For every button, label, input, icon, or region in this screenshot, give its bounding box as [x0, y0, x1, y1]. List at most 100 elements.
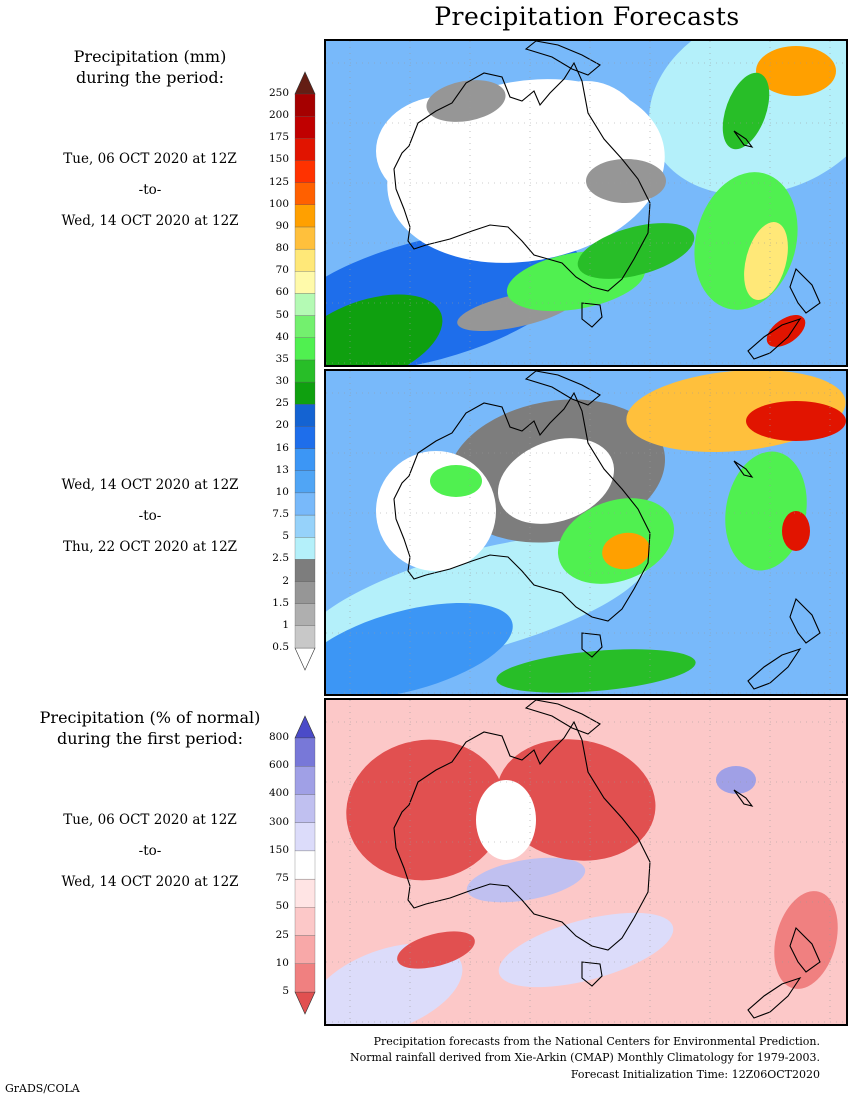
precip-region	[586, 159, 666, 203]
period2-from: Wed, 14 OCT 2020 at 12Z	[61, 477, 239, 493]
amount-colorbar-tick-label: 150	[268, 153, 289, 166]
coastline	[393, 700, 821, 1019]
amount-colorbar-swatch	[294, 404, 316, 427]
anomaly-colorbar-swatch	[294, 963, 316, 993]
period1-from: Tue, 06 OCT 2020 at 12Z	[63, 151, 237, 167]
amount-colorbar-tick-label: 100	[268, 197, 289, 210]
amount-colorbar-bottom-arrow	[294, 647, 316, 671]
amount-colorbar-tick-label: 13	[275, 463, 289, 476]
amount-colorbar-swatch	[294, 315, 316, 338]
precip-region	[426, 80, 506, 122]
amount-colorbar-tick-label: 25	[275, 397, 289, 410]
amount-colorbar-top-arrow	[294, 71, 316, 95]
period1-to: Wed, 14 OCT 2020 at 12Z	[61, 213, 239, 229]
precip-region	[346, 739, 506, 881]
amount-colorbar-swatch	[294, 248, 316, 272]
amount-colorbar-swatch	[294, 138, 316, 161]
amount-colorbar-swatch	[294, 359, 316, 383]
amount-colorbar-swatch	[294, 182, 316, 205]
anomaly-colorbar-swatch	[294, 737, 316, 767]
amount-colorbar-swatch	[294, 559, 316, 582]
anomaly-colorbar-tick-label: 5	[282, 985, 289, 997]
amount-colorbar-swatch	[294, 492, 316, 516]
precip-region	[466, 857, 586, 903]
lat-lon-grid	[326, 700, 846, 1024]
amount-colorbar-swatch	[294, 271, 316, 294]
anomaly-colorbar-swatch	[294, 878, 316, 908]
footer-source-line: Precipitation forecasts from the Nationa…	[373, 1035, 820, 1048]
anomaly-colorbar-swatch	[294, 907, 316, 936]
amount-colorbar-swatch	[294, 426, 316, 449]
precip-region	[756, 46, 836, 96]
amount-colorbar-tick-label: 40	[275, 330, 289, 343]
anomaly-colorbar-swatch	[294, 935, 316, 964]
coastline	[393, 371, 821, 690]
grads-credit: GrADS/COLA	[5, 1082, 80, 1095]
map-panel-week1-amount	[324, 39, 848, 367]
map-panel-week2-amount	[324, 369, 848, 696]
anomaly-colorbar-tick-label: 150	[268, 843, 289, 856]
anomaly-legend-heading: Precipitation (% of normal) during the f…	[0, 707, 300, 749]
amount-colorbar-tick-label: 20	[275, 419, 289, 432]
lat-lon-grid	[326, 371, 846, 694]
amount-colorbar-swatch	[294, 116, 316, 139]
amount-colorbar-tick-label: 90	[275, 219, 289, 232]
anomaly-colorbar-tick-label: 800	[268, 731, 289, 743]
period1-separator: -to-	[138, 182, 162, 198]
amount-colorbar-swatch	[294, 293, 316, 316]
precip-region	[326, 603, 513, 694]
anomaly-colorbar-top-arrow	[294, 715, 316, 739]
anomaly-colorbar-tick-label: 300	[268, 815, 289, 828]
amount-colorbar-tick-label: 1	[282, 618, 289, 631]
amount-colorbar-tick-label: 10	[275, 485, 289, 498]
amount-colorbar-swatch	[294, 160, 316, 183]
period3-to: Wed, 14 OCT 2020 at 12Z	[61, 874, 239, 890]
amount-colorbar-tick-label: 60	[275, 286, 289, 299]
anomaly-legend-heading-line1: Precipitation (% of normal)	[39, 708, 261, 727]
amount-colorbar-tick-label: 2	[282, 574, 289, 587]
amount-colorbar-tick-label: 30	[275, 375, 289, 388]
period2-separator: -to-	[138, 508, 162, 524]
precip-region	[326, 294, 443, 365]
anomaly-colorbar-tick-label: 25	[275, 928, 289, 941]
week1-precipitation-map	[326, 41, 846, 365]
coastline	[393, 41, 821, 360]
anomaly-colorbar	[294, 715, 316, 1015]
precip-region	[376, 451, 496, 571]
amount-colorbar-tick-label: 70	[275, 264, 289, 277]
precip-region	[496, 739, 656, 861]
amount-colorbar-swatch	[294, 337, 316, 361]
precip-region	[496, 649, 696, 693]
precipitation-anomaly-map	[326, 700, 846, 1024]
amount-colorbar-swatch	[294, 581, 316, 604]
footer-climatology-line: Normal rainfall derived from Xie-Arkin (…	[350, 1051, 820, 1064]
precip-region	[782, 511, 810, 551]
amount-colorbar-swatch	[294, 93, 316, 117]
amount-colorbar-tick-label: 250	[268, 87, 289, 99]
anomaly-colorbar-tick-label: 400	[268, 787, 289, 800]
amount-colorbar-swatch	[294, 226, 316, 250]
precip-region	[476, 780, 536, 860]
amount-legend-heading-line2: during the period:	[76, 68, 224, 87]
amount-colorbar-tick-label: 7.5	[272, 508, 289, 521]
anomaly-colorbar-tick-label: 600	[268, 759, 289, 772]
map-panel-anomaly	[324, 698, 848, 1026]
anomaly-legend-heading-line2: during the first period:	[56, 729, 244, 748]
period3-separator: -to-	[138, 843, 162, 859]
precip-region	[722, 72, 770, 150]
precip-region	[397, 931, 475, 969]
amount-colorbar-swatch	[294, 204, 316, 228]
amount-colorbar-swatch	[294, 470, 316, 494]
anomaly-colorbar-swatch	[294, 850, 316, 880]
footer-init-time: Forecast Initialization Time: 12Z06OCT20…	[570, 1068, 820, 1081]
anomaly-colorbar-swatch	[294, 794, 316, 823]
amount-colorbar-tick-label: 5	[282, 530, 289, 543]
amount-colorbar-swatch	[294, 448, 316, 471]
amount-colorbar-tick-label: 16	[275, 441, 289, 454]
amount-colorbar-tick-label: 35	[275, 352, 289, 365]
precip-region	[774, 891, 838, 989]
amount-colorbar-tick-label: 1.5	[272, 596, 289, 609]
precip-region	[746, 401, 846, 441]
anomaly-colorbar-swatch	[294, 822, 316, 852]
precip-region	[577, 223, 695, 279]
